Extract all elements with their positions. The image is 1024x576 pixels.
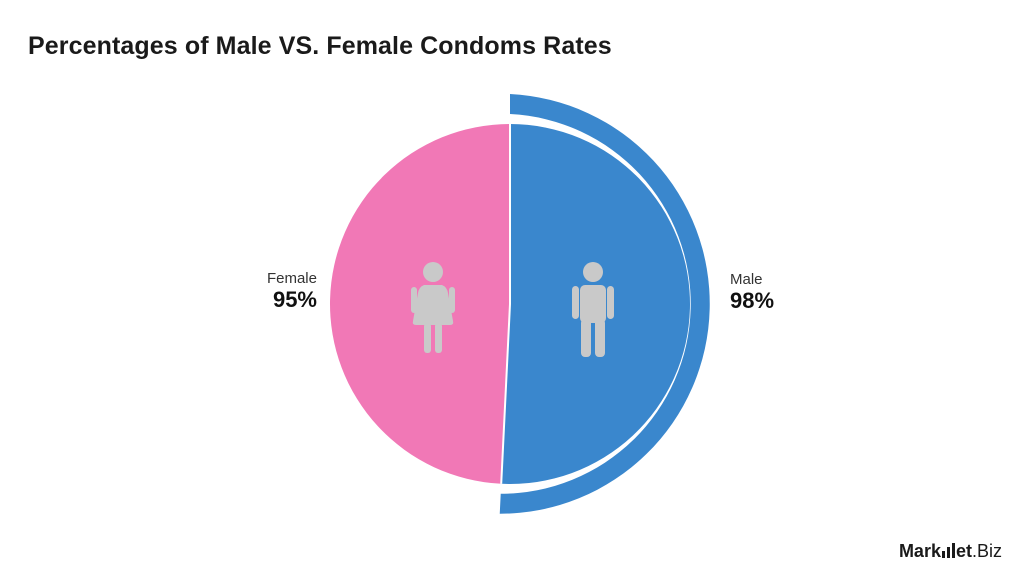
male-name: Male bbox=[730, 271, 763, 288]
brand-text-part3: .Biz bbox=[971, 541, 1002, 561]
female-value: 95% bbox=[272, 287, 317, 312]
bar-chart-icon bbox=[941, 542, 955, 558]
chart-title: Percentages of Male VS. Female Condoms R… bbox=[28, 32, 612, 60]
male-person-icon bbox=[572, 262, 614, 357]
male-slice-label: Male 98% bbox=[730, 271, 850, 314]
female-slice-label: Female 95% bbox=[200, 270, 317, 313]
female-name: Female bbox=[266, 270, 317, 287]
brand-text-part2: et bbox=[955, 541, 972, 561]
male-value: 98% bbox=[730, 288, 775, 313]
brand-text-part1: Mark bbox=[898, 541, 941, 561]
slice-divider bbox=[500, 124, 511, 484]
female-person-icon bbox=[411, 262, 455, 353]
brand-logo: Mark et .Biz bbox=[899, 541, 1002, 562]
